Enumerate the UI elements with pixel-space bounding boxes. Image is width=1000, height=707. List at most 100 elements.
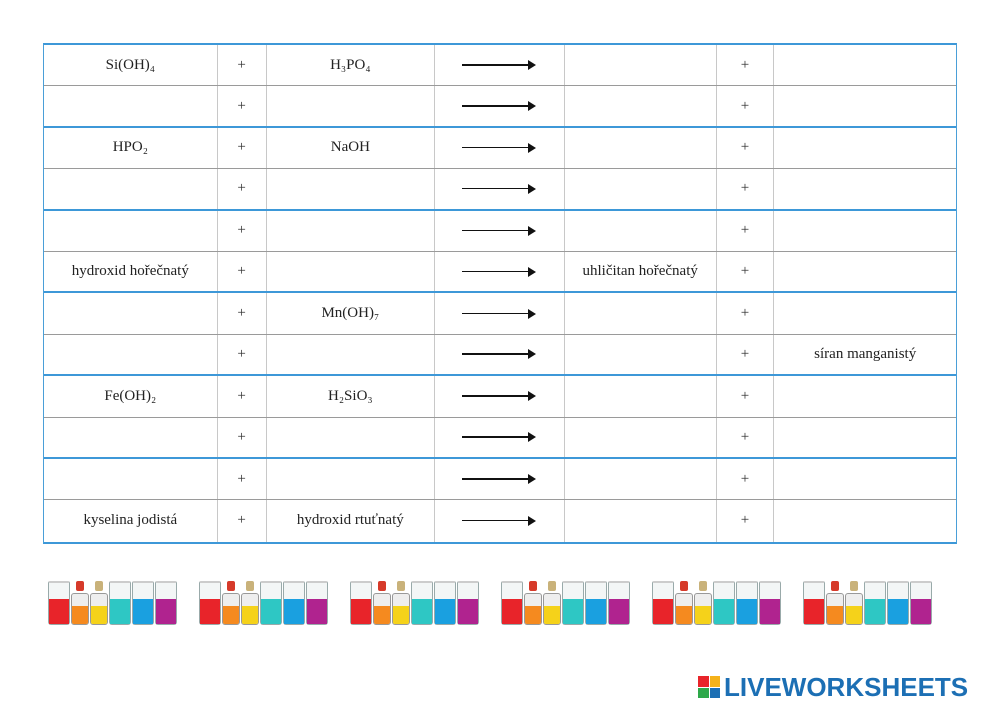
product-2-cell[interactable]: [774, 169, 956, 208]
table-row: Fe(OH)₂ + H₂SiO₃ +: [44, 376, 956, 418]
beaker-icon: [652, 581, 674, 625]
reactant-1-cell[interactable]: HPO₂: [44, 127, 218, 169]
arrow-cell: [435, 417, 565, 457]
plus-text: +: [740, 180, 750, 197]
plus-sign: +: [717, 417, 775, 457]
product-2-cell[interactable]: [774, 500, 956, 541]
beaker-group: [350, 575, 479, 625]
plus-sign: +: [717, 45, 775, 86]
reactant-2-cell[interactable]: Mn(OH)₇: [267, 293, 436, 334]
product-2-cell[interactable]: [774, 45, 956, 85]
reactant-2-cell[interactable]: [267, 334, 436, 375]
plus-sign: +: [218, 417, 267, 457]
reactant-1-cell[interactable]: Fe(OH)₂: [44, 376, 218, 417]
plus-sign: +: [717, 251, 775, 292]
flask-icon: [845, 581, 863, 625]
product-1-cell[interactable]: uhličitan hořečnatý: [565, 251, 717, 292]
beaker-icon: [864, 581, 886, 625]
table-row: + +: [44, 169, 956, 211]
reactant-1-cell[interactable]: hydroxid hořečnatý: [44, 251, 218, 292]
beaker-icon: [199, 581, 221, 625]
plus-text: +: [237, 470, 246, 487]
beaker-group: [652, 575, 781, 625]
plus-text: +: [740, 345, 750, 362]
reactant-1-cell[interactable]: [44, 293, 218, 334]
reactant-1-cell[interactable]: Si(OH)₄: [44, 45, 218, 86]
flask-icon: [524, 581, 542, 625]
arrow-cell: [435, 127, 565, 169]
reactant-1-cell[interactable]: [44, 334, 218, 375]
reactant-2-cell[interactable]: [267, 417, 436, 457]
beaker-icon: [759, 581, 781, 625]
plus-text: +: [740, 56, 750, 73]
reactant-1-cell[interactable]: [44, 417, 218, 457]
beaker-group: [199, 575, 328, 625]
product-1-cell[interactable]: [565, 86, 717, 126]
flask-icon: [826, 581, 844, 625]
product-2-cell[interactable]: [774, 128, 956, 168]
beaker-icon: [350, 581, 372, 625]
reactant-2-cell[interactable]: H₃PO₄: [267, 45, 436, 86]
arrow-cell: [435, 45, 565, 86]
product-1-cell[interactable]: [565, 45, 717, 86]
logo-text: LIVEWORKSHEETS: [724, 671, 969, 702]
product-1-cell[interactable]: [565, 334, 717, 375]
plus-sign: +: [218, 86, 267, 126]
reactant-2-cell[interactable]: NaOH: [267, 127, 436, 169]
right-arrow-icon: [461, 142, 536, 153]
product-1-cell[interactable]: [565, 458, 717, 500]
plus-text: +: [740, 263, 750, 280]
right-arrow-icon: [461, 225, 536, 236]
reactant-1-cell[interactable]: [44, 458, 218, 500]
reactant-2-cell[interactable]: hydroxid rtuťnatý: [267, 500, 436, 542]
right-arrow-icon: [461, 60, 536, 71]
beaker-icon: [562, 581, 584, 625]
reactant-1-cell[interactable]: kyselina jodistá: [44, 500, 218, 542]
reactant-2-cell[interactable]: [267, 169, 436, 209]
reactant-2-cell[interactable]: [267, 458, 436, 500]
reactant-2-cell[interactable]: [267, 210, 436, 251]
plus-text: +: [740, 512, 750, 529]
plus-sign: +: [218, 45, 267, 86]
product-1-cell[interactable]: [565, 293, 717, 334]
plus-text: +: [740, 428, 750, 445]
reactant-2-cell[interactable]: H₂SiO₃: [267, 376, 436, 417]
plus-text: +: [740, 97, 750, 114]
product-1-cell[interactable]: [565, 169, 717, 209]
reactant-1-cell[interactable]: [44, 86, 218, 126]
arrow-cell: [435, 251, 565, 292]
right-arrow-icon: [461, 432, 536, 443]
product-2-cell[interactable]: síran manganistý: [814, 345, 917, 362]
product-1-cell[interactable]: [565, 376, 717, 417]
reaction-table: Si(OH)₄ + H₃PO₄ + + + HPO₂ + NaOH + + + …: [43, 43, 957, 544]
product-1-cell[interactable]: [565, 500, 717, 542]
product-1-cell[interactable]: [565, 417, 717, 457]
product-2-cell[interactable]: [774, 252, 956, 291]
product-2-cell[interactable]: [774, 459, 956, 499]
plus-sign: +: [717, 210, 775, 251]
reactant-2-cell[interactable]: [267, 86, 436, 126]
arrow-cell: [435, 293, 565, 334]
plus-sign: +: [717, 458, 775, 500]
plus-sign: +: [717, 86, 775, 126]
product-2-cell[interactable]: [774, 211, 956, 251]
reactant-2-cell[interactable]: [267, 251, 436, 292]
product-1-cell[interactable]: [565, 127, 717, 169]
product-2-cell[interactable]: [774, 418, 956, 457]
right-arrow-icon: [461, 515, 536, 526]
flask-icon: [373, 581, 391, 625]
product-2-cell[interactable]: [774, 376, 956, 416]
plus-sign: +: [218, 500, 267, 542]
reactant-1-cell[interactable]: [44, 210, 218, 251]
product-1-cell[interactable]: [565, 210, 717, 251]
arrow-cell: [435, 169, 565, 209]
reactant-1-cell[interactable]: [44, 169, 218, 209]
plus-text: +: [237, 305, 246, 322]
arrow-cell: [435, 458, 565, 500]
arrow-cell: [435, 210, 565, 251]
product-2-cell[interactable]: [774, 86, 956, 125]
flask-icon: [241, 581, 259, 625]
plus-text: +: [237, 56, 246, 73]
product-2-cell[interactable]: [774, 293, 956, 333]
plus-text: +: [237, 512, 246, 529]
